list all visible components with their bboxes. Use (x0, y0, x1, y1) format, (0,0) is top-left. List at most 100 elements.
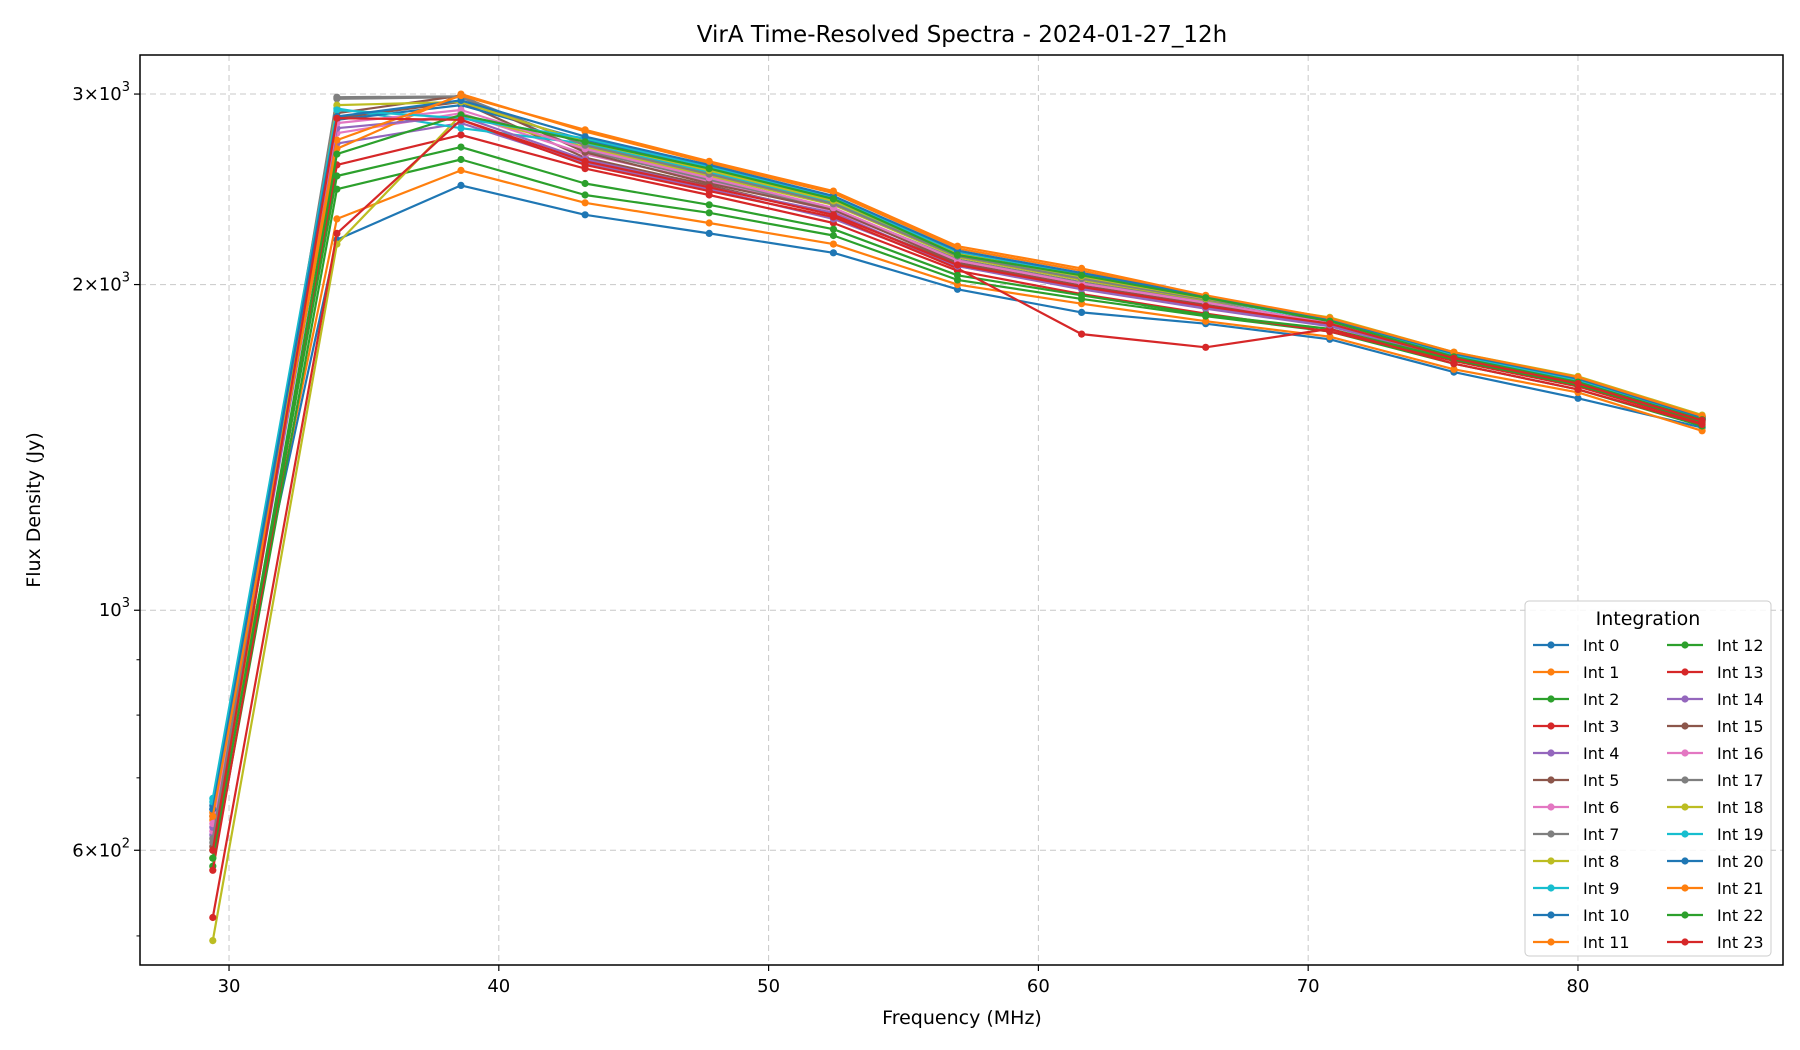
data-point (705, 157, 713, 165)
legend-swatch-marker (1547, 803, 1555, 811)
data-point (1078, 291, 1086, 299)
legend-swatch-marker (1681, 803, 1689, 811)
data-point (209, 866, 217, 874)
y-tick-times: × (84, 840, 99, 861)
data-point (581, 133, 589, 141)
x-tick-label: 80 (1567, 976, 1590, 997)
chart-title: VirA Time-Resolved Spectra - 2024-01-27_… (697, 22, 1227, 48)
data-point (333, 172, 341, 180)
legend-item: Int 21 (1667, 879, 1764, 898)
series-int-9 (209, 104, 1706, 803)
legend-item: Int 18 (1667, 798, 1764, 817)
series-int-18 (209, 98, 1706, 862)
legend-swatch-marker (1681, 776, 1689, 784)
legend-label: Int 7 (1583, 825, 1619, 844)
x-tick-label: 40 (487, 976, 510, 997)
series-int-21 (209, 92, 1706, 820)
data-point (1574, 380, 1582, 388)
series-int-4 (209, 119, 1706, 839)
data-point (457, 181, 465, 189)
data-point (1078, 264, 1086, 272)
legend-label: Int 12 (1717, 636, 1764, 655)
legend-item: Int 4 (1533, 744, 1619, 763)
data-point (829, 240, 838, 248)
legend-swatch-marker (1547, 857, 1555, 865)
legend-label: Int 6 (1583, 798, 1619, 817)
data-point (705, 165, 713, 173)
data-point (457, 124, 465, 132)
legend-swatch-marker (1547, 776, 1555, 784)
data-point (953, 261, 962, 269)
data-point (457, 116, 465, 124)
legend-item: Int 8 (1533, 852, 1619, 871)
legend-swatch-marker (1547, 938, 1555, 946)
y-tick-mantissa: 3 (72, 84, 83, 105)
legend-swatch-marker (1681, 668, 1689, 676)
data-point (953, 242, 962, 250)
series-int-11 (209, 90, 1706, 817)
series-int-10 (209, 101, 1706, 810)
data-point (581, 199, 589, 207)
data-point (209, 854, 217, 862)
y-tick-exponent: 2 (122, 836, 130, 851)
legend-label: Int 14 (1717, 690, 1764, 709)
data-point (829, 195, 838, 203)
series-int-16 (209, 106, 1706, 828)
legend-swatch-marker (1681, 695, 1689, 703)
data-point (581, 126, 589, 134)
data-point (333, 114, 341, 122)
series-line (211, 108, 1703, 824)
legend-swatch-marker (1547, 830, 1555, 838)
legend-item: Int 3 (1533, 717, 1619, 736)
series-int-15 (209, 92, 1706, 820)
legend-label: Int 19 (1717, 825, 1764, 844)
legend-swatch-marker (1547, 911, 1555, 919)
series-int-14 (209, 112, 1706, 831)
legend-item: Int 7 (1533, 825, 1619, 844)
y-tick-base: 10 (99, 840, 122, 861)
data-point (705, 219, 713, 227)
y-tick-base: 10 (99, 84, 122, 105)
data-point (457, 155, 465, 164)
legend-swatch-marker (1547, 884, 1555, 892)
data-point (1202, 343, 1210, 351)
legend-item: Int 20 (1667, 852, 1764, 871)
data-point (829, 231, 838, 240)
series-int-17 (209, 92, 1706, 843)
data-point (333, 150, 341, 158)
data-point (1078, 271, 1086, 279)
series-line (211, 96, 1703, 843)
legend-label: Int 16 (1717, 744, 1764, 763)
series-int-5 (209, 98, 1706, 851)
legend-item: Int 22 (1667, 906, 1764, 925)
legend-swatch-marker (1681, 884, 1689, 892)
legend-swatch-marker (1681, 830, 1689, 838)
legend-swatch-marker (1681, 857, 1689, 865)
data-point (829, 249, 838, 257)
y-tick-exponent: 3 (122, 596, 130, 611)
data-point (581, 138, 589, 146)
data-point (1078, 283, 1086, 291)
data-point (209, 937, 217, 945)
series-line (211, 113, 1703, 859)
data-point (333, 93, 341, 101)
series-line (211, 95, 1703, 839)
x-tick-label: 30 (218, 976, 241, 997)
legend-label: Int 15 (1717, 717, 1764, 736)
y-tick-label: 6×102 (72, 836, 130, 861)
data-point (209, 913, 217, 922)
series-int-6 (209, 109, 1706, 835)
data-point (1202, 317, 1210, 325)
legend-title: Integration (1596, 608, 1701, 630)
data-point (705, 229, 713, 237)
series-int-20 (209, 96, 1706, 813)
legend-label: Int 1 (1583, 663, 1619, 682)
legend-item: Int 5 (1533, 771, 1619, 790)
legend-item: Int 16 (1667, 744, 1764, 763)
legend-label: Int 22 (1717, 906, 1764, 925)
legend-label: Int 21 (1717, 879, 1764, 898)
data-point (829, 225, 838, 233)
data-point (457, 143, 465, 151)
